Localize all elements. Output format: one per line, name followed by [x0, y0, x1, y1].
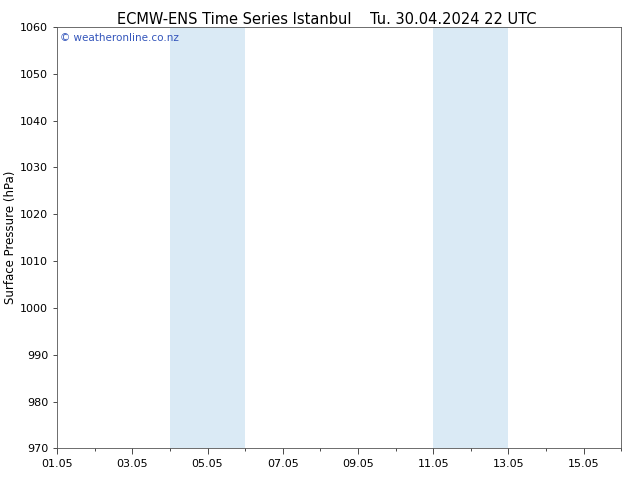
- Bar: [433, 27, 508, 448]
- Text: ECMW-ENS Time Series Istanbul: ECMW-ENS Time Series Istanbul: [117, 12, 352, 27]
- Y-axis label: Surface Pressure (hPa): Surface Pressure (hPa): [4, 171, 17, 304]
- Text: © weatheronline.co.nz: © weatheronline.co.nz: [60, 33, 179, 43]
- Text: Tu. 30.04.2024 22 UTC: Tu. 30.04.2024 22 UTC: [370, 12, 536, 27]
- Bar: [170, 27, 245, 448]
